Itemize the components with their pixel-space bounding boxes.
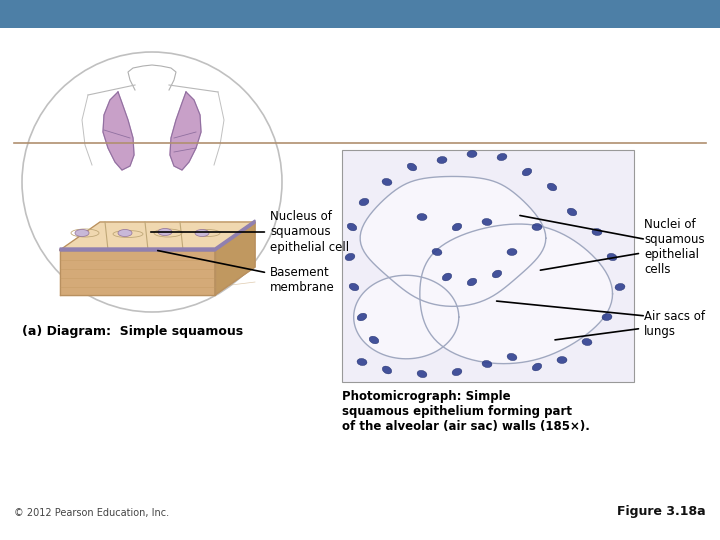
Ellipse shape xyxy=(349,284,359,291)
Polygon shape xyxy=(60,250,215,295)
Ellipse shape xyxy=(382,367,392,374)
Ellipse shape xyxy=(607,253,617,261)
Ellipse shape xyxy=(593,228,602,236)
Text: (a) Diagram:  Simple squamous: (a) Diagram: Simple squamous xyxy=(22,325,243,338)
Polygon shape xyxy=(60,220,255,251)
Polygon shape xyxy=(103,92,134,170)
Polygon shape xyxy=(420,224,613,363)
Ellipse shape xyxy=(369,336,379,344)
Ellipse shape xyxy=(452,368,462,375)
Ellipse shape xyxy=(467,279,477,286)
Ellipse shape xyxy=(522,168,532,176)
Ellipse shape xyxy=(452,223,462,231)
Ellipse shape xyxy=(118,230,132,237)
Text: Nucleus of
squamous
epithelial cell: Nucleus of squamous epithelial cell xyxy=(150,211,349,253)
Ellipse shape xyxy=(467,150,477,158)
Ellipse shape xyxy=(615,284,625,291)
Ellipse shape xyxy=(359,199,369,206)
Ellipse shape xyxy=(357,313,366,321)
Polygon shape xyxy=(360,177,546,306)
Ellipse shape xyxy=(567,208,577,215)
Circle shape xyxy=(22,52,282,312)
Ellipse shape xyxy=(417,370,427,377)
Ellipse shape xyxy=(195,230,209,237)
Ellipse shape xyxy=(582,339,592,346)
Ellipse shape xyxy=(442,273,452,281)
Ellipse shape xyxy=(347,224,357,231)
Ellipse shape xyxy=(357,359,367,366)
Ellipse shape xyxy=(75,230,89,237)
Ellipse shape xyxy=(158,228,172,235)
Text: Photomicrograph: Simple
squamous epithelium forming part
of the alveolar (air sa: Photomicrograph: Simple squamous epithel… xyxy=(342,390,590,433)
Ellipse shape xyxy=(507,248,517,256)
Ellipse shape xyxy=(532,363,542,370)
Ellipse shape xyxy=(417,213,427,221)
Text: Nuclei of
squamous
epithelial
cells: Nuclei of squamous epithelial cells xyxy=(541,219,705,276)
Ellipse shape xyxy=(508,353,517,361)
Polygon shape xyxy=(60,222,255,250)
Text: Basement
membrane: Basement membrane xyxy=(158,251,335,294)
Ellipse shape xyxy=(547,184,557,191)
Ellipse shape xyxy=(482,360,492,368)
Ellipse shape xyxy=(382,178,392,186)
Ellipse shape xyxy=(557,356,567,363)
Ellipse shape xyxy=(345,253,355,261)
Bar xyxy=(342,150,634,382)
Ellipse shape xyxy=(407,164,417,171)
Ellipse shape xyxy=(602,313,612,321)
Ellipse shape xyxy=(432,248,442,256)
Polygon shape xyxy=(354,275,459,359)
Text: © 2012 Pearson Education, Inc.: © 2012 Pearson Education, Inc. xyxy=(14,508,169,518)
Text: Air sacs of
lungs: Air sacs of lungs xyxy=(555,310,705,340)
Bar xyxy=(0,0,720,28)
Ellipse shape xyxy=(492,271,502,278)
Ellipse shape xyxy=(498,153,507,161)
Polygon shape xyxy=(215,222,255,295)
Ellipse shape xyxy=(437,157,447,164)
Polygon shape xyxy=(170,92,201,170)
Text: Figure 3.18a: Figure 3.18a xyxy=(617,505,706,518)
Ellipse shape xyxy=(482,218,492,226)
Ellipse shape xyxy=(532,224,542,231)
